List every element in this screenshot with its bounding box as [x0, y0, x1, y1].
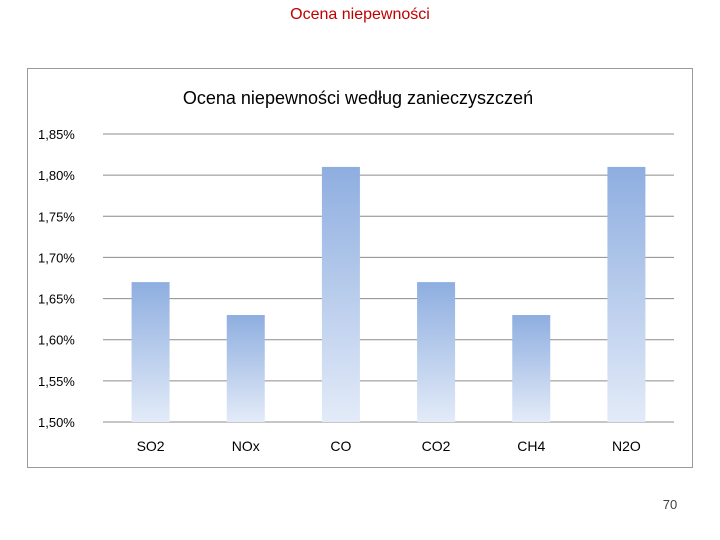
x-tick-label: CO2: [422, 438, 451, 454]
x-tick-label: NOx: [232, 438, 260, 454]
y-tick-label: 1,70%: [38, 250, 75, 265]
bar-chart: Ocena niepewności według zanieczyszczeń …: [38, 88, 674, 454]
y-tick-label: 1,80%: [38, 168, 75, 183]
y-tick-label: 1,75%: [38, 209, 75, 224]
y-tick-label: 1,55%: [38, 374, 75, 389]
y-tick-label: 1,50%: [38, 415, 75, 430]
bar-co: [321, 166, 360, 422]
y-tick-label: 1,65%: [38, 292, 75, 307]
x-tick-label: SO2: [137, 438, 165, 454]
bar-co2: [417, 282, 456, 422]
x-tick-label: N2O: [612, 438, 641, 454]
bar-n2o: [607, 166, 646, 422]
x-tick-label: CH4: [517, 438, 545, 454]
slide-title: Ocena niepewności: [290, 6, 430, 23]
x-tick-label: CO: [330, 438, 351, 454]
y-tick-label: 1,60%: [38, 333, 75, 348]
y-tick-label: 1,85%: [38, 127, 75, 142]
bar-nox: [226, 315, 265, 422]
bar-so2: [131, 282, 170, 422]
chart-title: Ocena niepewności według zanieczyszczeń: [183, 88, 533, 108]
chart-frame: Ocena niepewności według zanieczyszczeń …: [27, 68, 693, 468]
page-number: 70: [662, 497, 678, 512]
bar-ch4: [512, 315, 551, 422]
